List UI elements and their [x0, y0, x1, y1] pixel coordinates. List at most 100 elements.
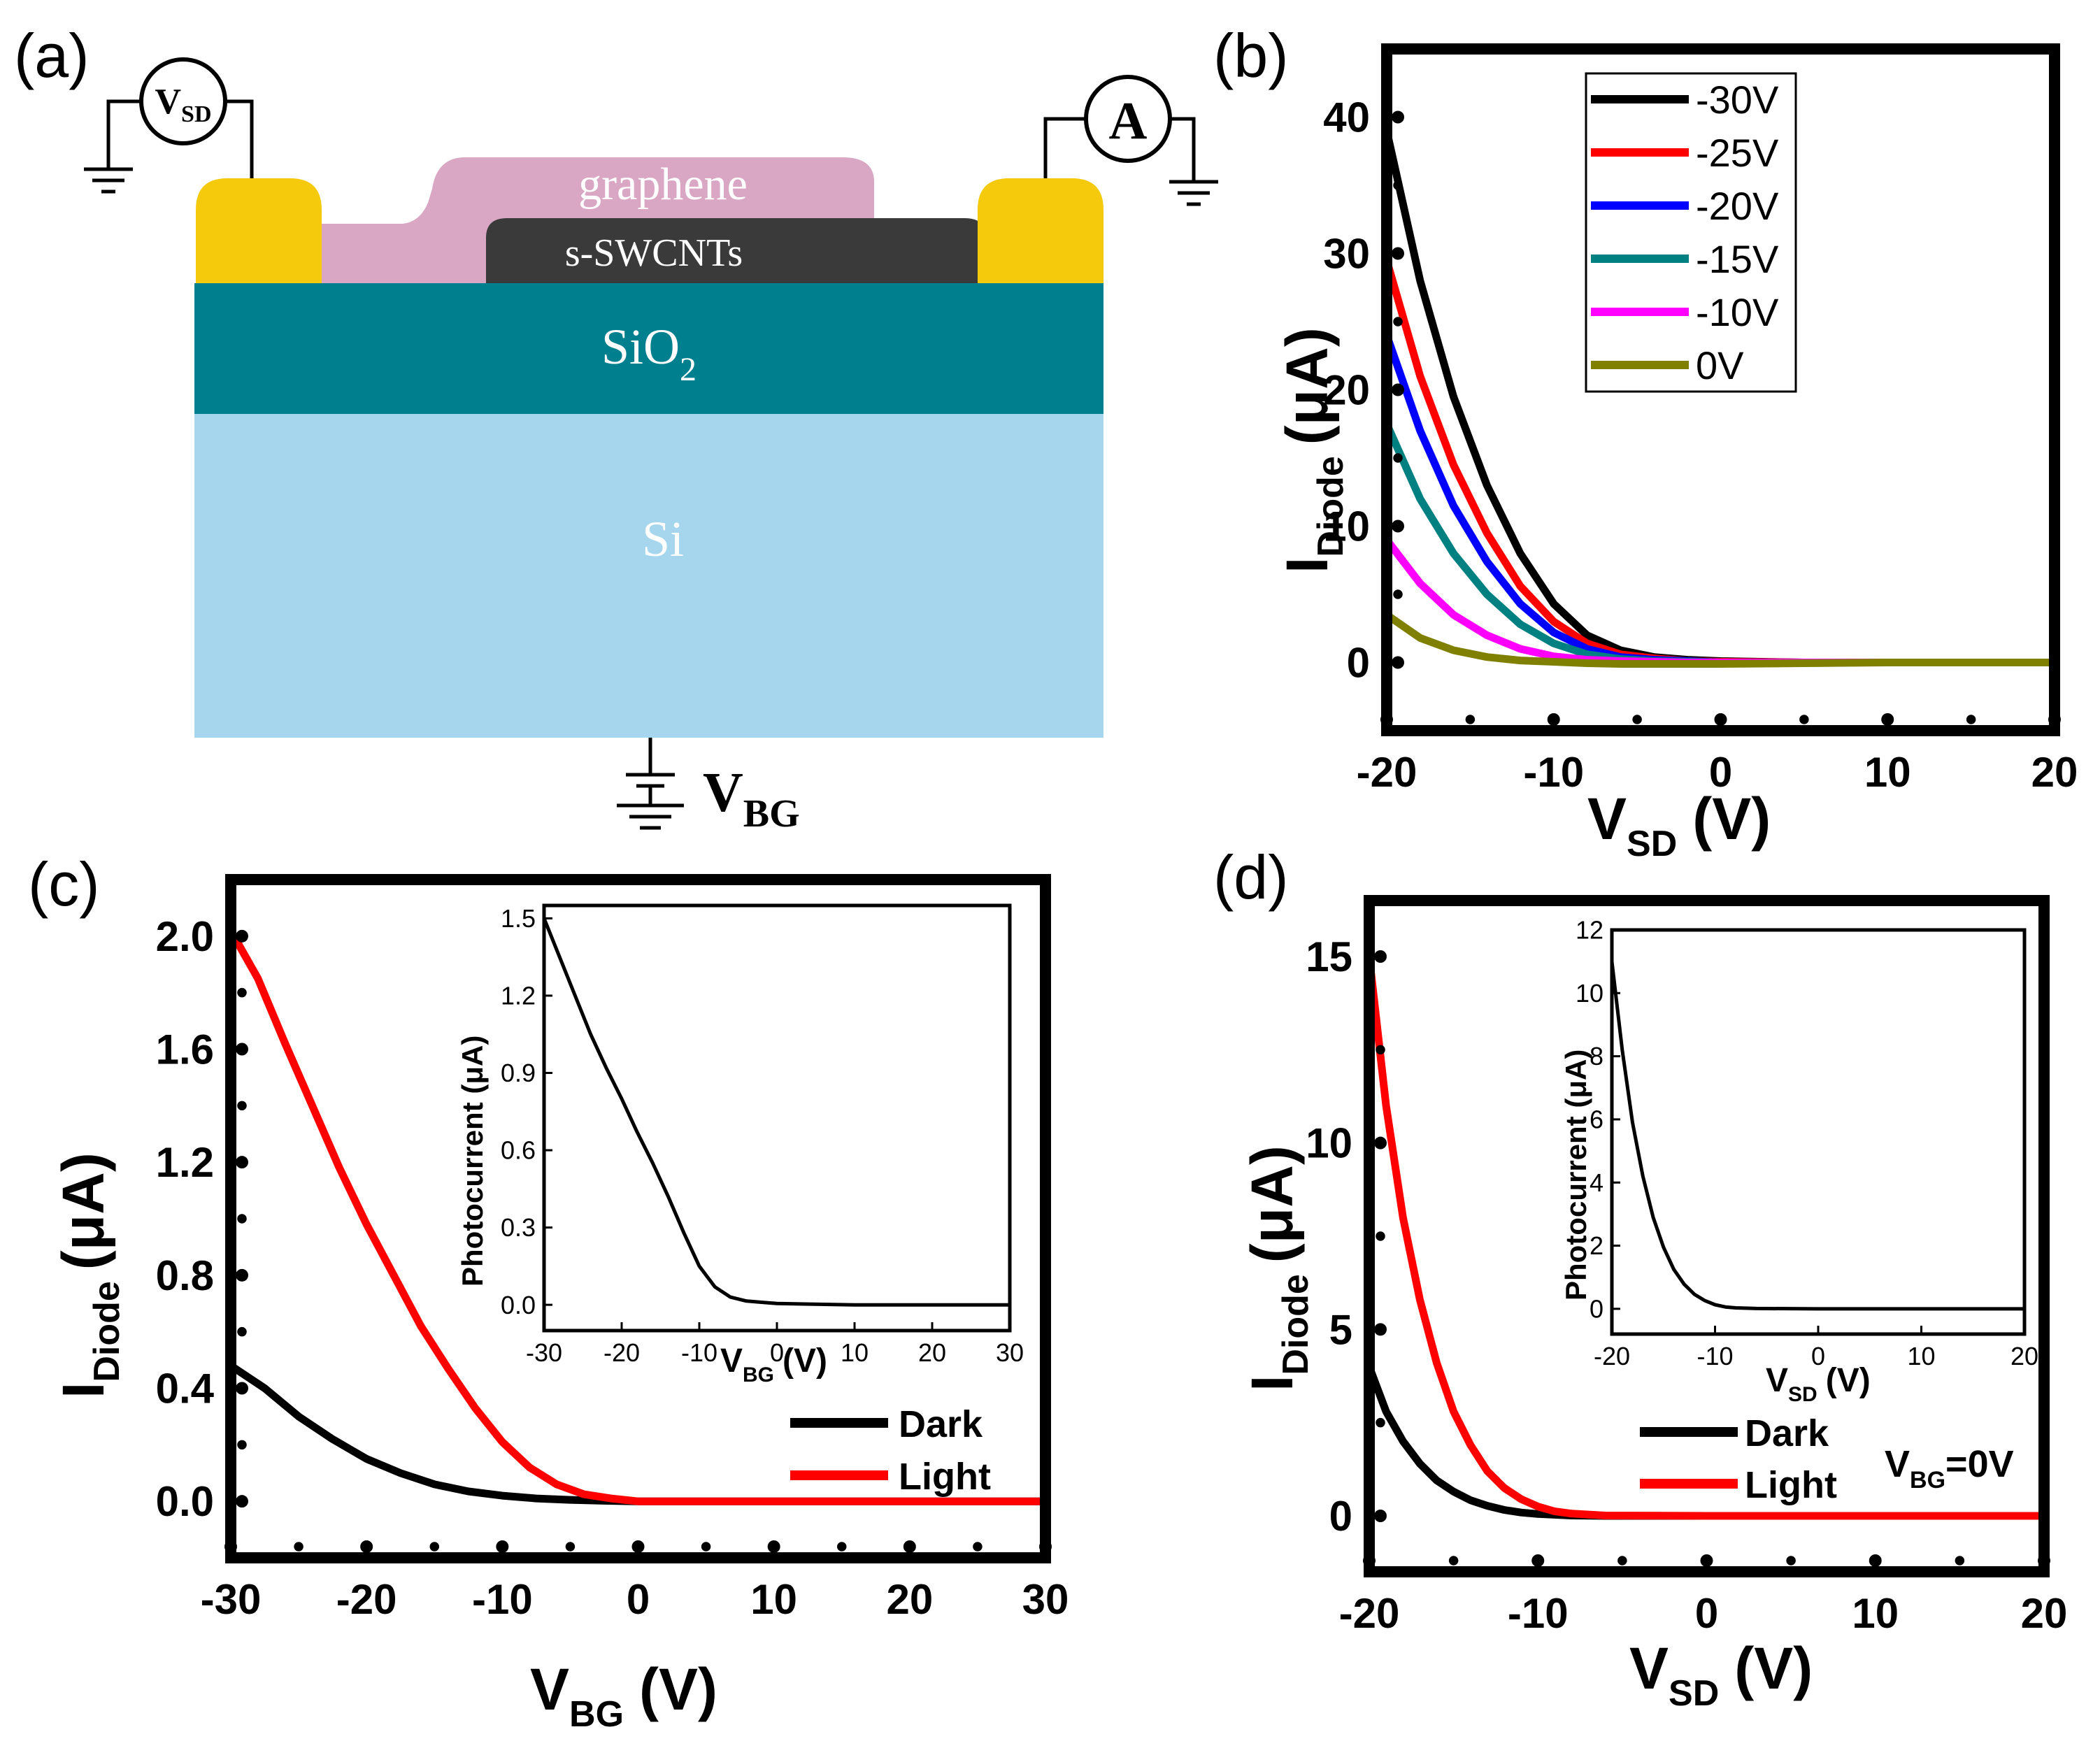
svg-text:VSD: VSD — [155, 82, 211, 127]
x-axis-label-sub: BG — [569, 1694, 624, 1735]
inset-x-tick-label: -20 — [1594, 1342, 1630, 1370]
legend: Dark Light — [1640, 1412, 1837, 1506]
y-minor-tick — [1376, 1417, 1385, 1428]
x-minor-tick — [565, 1542, 576, 1552]
sio2-label-sub: 2 — [680, 351, 697, 388]
inset-x-tick-label: 0 — [770, 1338, 784, 1367]
x-major-tick — [1363, 1554, 1376, 1567]
y-major-tick — [1392, 110, 1404, 124]
legend-item: -30V — [1591, 78, 1779, 122]
x-major-tick — [903, 1540, 916, 1553]
sio2-label-main: SiO — [601, 319, 680, 375]
panel-c: (c) IDiode(μA) VBG (V) -30 -20 -10 0 10 20 300.… — [28, 850, 1069, 1735]
vbg-label-main: V — [703, 762, 743, 824]
inset-x-tick-label: -10 — [681, 1338, 717, 1367]
x-axis-label-unit: (V) — [639, 1656, 717, 1722]
battery-icon — [617, 738, 684, 830]
series-line-15v — [1383, 420, 2059, 666]
inset-series-line-photocurrent — [1610, 959, 2027, 1311]
inset-x-axis-label: VBG (V) — [720, 1342, 827, 1387]
inset-x-tick-label: 10 — [841, 1338, 869, 1367]
x-major-tick — [2038, 1554, 2050, 1567]
y-minor-tick — [1393, 180, 1403, 190]
x-tick-label: -30 — [201, 1576, 262, 1623]
vbg-annotation-main: V — [1885, 1443, 1910, 1485]
y-major-tick — [1392, 656, 1404, 669]
x-tick-label: -20 — [1357, 749, 1417, 796]
swcnt-label: s-SWCNTs — [565, 231, 743, 275]
y-axis-label-sub: Diode — [87, 1281, 127, 1382]
x-axis-label: VBG (V) — [530, 1656, 717, 1735]
si-layer — [194, 414, 1103, 738]
x-axis-label-sub: SD — [1627, 824, 1677, 864]
y-minor-tick — [1393, 453, 1403, 463]
y-minor-tick — [1393, 317, 1403, 327]
panel-label: (c) — [28, 850, 100, 919]
vbg-annotation-sub: BG — [1910, 1467, 1945, 1493]
x-tick-label: 30 — [1022, 1576, 1069, 1623]
y-axis-label-unit: (μA) — [1239, 1145, 1305, 1263]
legend-label: 0V — [1696, 343, 1744, 387]
y-minor-tick — [1393, 589, 1403, 599]
sio2-label: SiO2 — [601, 319, 697, 388]
inset-y-tick-label: 0.0 — [501, 1291, 536, 1319]
y-minor-tick — [237, 1440, 247, 1450]
legend-item: Dark — [1640, 1412, 1829, 1454]
left-electrode — [196, 178, 322, 283]
ammeter-label: A — [1109, 92, 1148, 150]
x-tick-label: 20 — [2031, 749, 2078, 796]
y-axis-label: IDiode (μA) — [50, 1152, 127, 1398]
inset-x-axis-label-main: V — [1766, 1362, 1788, 1399]
y-axis-label-main: I — [50, 1382, 116, 1398]
axes-frame — [1364, 895, 2050, 1577]
si-label: Si — [642, 511, 684, 567]
y-tick-label: 40 — [1323, 94, 1370, 141]
panel-d: (d) IDiode(μA) VSD (V) -20 -10 0 10 20051015 … — [1213, 843, 2067, 1714]
left-circuit — [106, 99, 254, 178]
y-tick-label: 0 — [1347, 640, 1370, 687]
x-axis-label: VSD (V) — [1587, 786, 1771, 864]
y-axis-label-sub: Diode — [1276, 1274, 1316, 1375]
panel-a: (a) graphene s-SWCNTs SiO2 Si VSD — [14, 21, 1218, 836]
vbg-label: VBG — [703, 762, 800, 836]
x-tick-label: -10 — [1508, 1590, 1569, 1637]
x-minor-tick — [1465, 715, 1476, 724]
x-axis-label-main: V — [530, 1656, 569, 1722]
x-minor-tick — [1966, 715, 1976, 724]
vbg-annotation-value: =0V — [1945, 1443, 2014, 1485]
y-axis-label-main: I — [1239, 1375, 1305, 1391]
x-major-tick — [1547, 713, 1560, 726]
x-minor-tick — [837, 1542, 847, 1552]
x-axis-label-main: V — [1629, 1635, 1669, 1701]
panel-label: (b) — [1213, 21, 1289, 90]
x-tick-label: 0 — [1709, 749, 1732, 796]
inset-x-tick-label: 30 — [996, 1338, 1024, 1367]
x-major-tick — [1714, 713, 1727, 726]
x-major-tick — [1531, 1554, 1545, 1567]
right-circuit — [1043, 117, 1196, 180]
y-minor-tick — [237, 987, 247, 998]
legend-item: -25V — [1591, 131, 1779, 175]
y-tick-label: 0.0 — [156, 1478, 214, 1525]
y-major-tick — [236, 1156, 248, 1169]
right-electrode — [978, 178, 1103, 283]
legend-item: Dark — [790, 1403, 983, 1445]
ground-icon — [84, 167, 133, 194]
inset-y-tick-label: 0 — [1590, 1294, 1603, 1323]
x-minor-tick — [1799, 715, 1809, 724]
sio2-layer — [194, 283, 1103, 414]
axes-frame — [225, 874, 1051, 1563]
y-tick-label: 1.2 — [156, 1139, 214, 1186]
y-minor-tick — [1376, 1231, 1385, 1241]
vbg-label-sub: BG — [743, 792, 800, 836]
x-minor-tick — [973, 1542, 983, 1552]
legend-frame — [1585, 72, 1797, 393]
legend: Dark Light — [790, 1403, 991, 1498]
x-minor-tick — [1955, 1556, 1965, 1566]
x-tick-label: 20 — [2021, 1590, 2068, 1637]
inset-series-line-photocurrent — [542, 916, 1012, 1307]
x-minor-tick — [294, 1542, 303, 1552]
x-minor-tick — [1632, 715, 1642, 724]
inset-x-tick-label: 10 — [1907, 1342, 1935, 1370]
